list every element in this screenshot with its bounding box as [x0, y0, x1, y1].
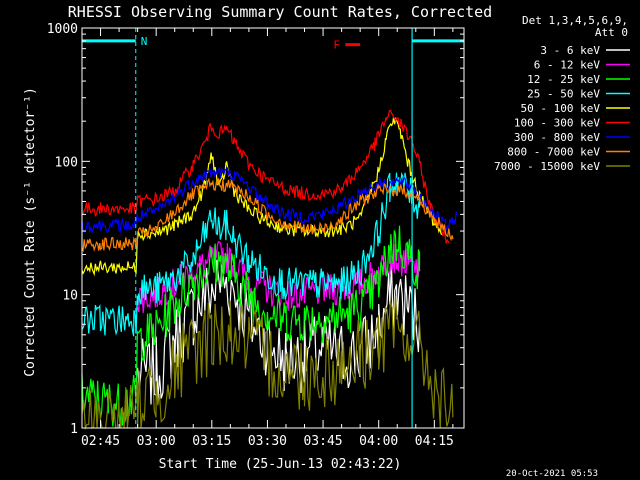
series-line-5: [81, 110, 450, 244]
y-tick-label: 1: [70, 422, 78, 437]
x-tick-label: 03:15: [192, 434, 231, 449]
series-line-8: [81, 295, 454, 431]
x-tick-label: 04:00: [359, 434, 398, 449]
axes: 02:45 03:00 03:15 03:30 03:45 04:00 04:15 1 10 10…: [47, 22, 465, 449]
x-tick-label: 03:45: [303, 434, 342, 449]
legend-label: 100 - 300 keV: [514, 117, 600, 130]
legend-label: 50 - 100 keV: [521, 102, 601, 115]
x-axis-label: Start Time (25-Jun-13 02:43:22): [159, 457, 402, 472]
series-line-2: [81, 225, 421, 427]
legend-label: 3 - 6 keV: [540, 44, 600, 57]
x-tick-label: 03:00: [137, 434, 176, 449]
legend-header: Att 0: [595, 26, 628, 39]
legend-label: 300 - 800 keV: [514, 131, 600, 144]
series-line-7: [81, 177, 454, 253]
legend-label: 25 - 50 keV: [527, 88, 600, 101]
legend-label: 800 - 7000 keV: [507, 146, 600, 159]
y-tick-label: 1000: [47, 22, 78, 37]
legend-label: 12 - 25 keV: [527, 73, 600, 86]
x-tick-label: 04:15: [415, 434, 454, 449]
flare-label: F: [333, 39, 340, 52]
y-tick-label: 100: [55, 155, 78, 170]
series-line-6: [81, 166, 458, 235]
y-axis-label: Corrected Count Rate (s⁻¹ detector⁻¹): [23, 87, 38, 377]
series-line-3: [81, 171, 421, 337]
series-line-4: [81, 117, 443, 277]
x-tick-label: 03:30: [248, 434, 287, 449]
legend: Det 1,3,4,5,6,9,Att 0 3 - 6 keV 6 - 12 keV…: [494, 14, 630, 173]
legend-header: Det 1,3,4,5,6,9,: [522, 14, 628, 27]
timestamp: 20-Oct-2021 05:53: [506, 469, 598, 479]
plot-frame: [81, 27, 465, 429]
x-tick-label: 02:45: [81, 434, 120, 449]
legend-label: 6 - 12 keV: [534, 59, 601, 72]
legend-label: 7000 - 15000 keV: [494, 160, 600, 173]
y-tick-label: 10: [62, 289, 78, 304]
chart-title: RHESSI Observing Summary Count Rates, Co…: [68, 3, 492, 21]
night-label: N: [141, 35, 148, 48]
